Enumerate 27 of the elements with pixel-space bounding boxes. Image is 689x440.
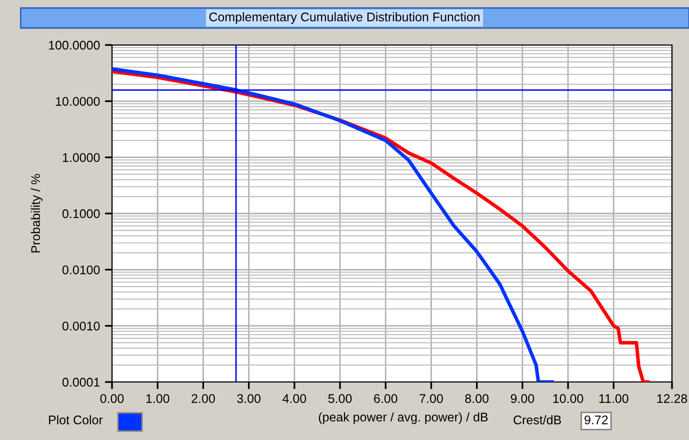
text: Crest/dB: [514, 415, 561, 424]
x-tick-label: 12.28: [657, 394, 688, 403]
y-axis-title: Probability / %: [30, 174, 43, 252]
line-series: [112, 67, 554, 382]
x-tick-label: 6.00: [374, 394, 398, 403]
x-tick-label: 2.00: [192, 394, 215, 403]
x-tick-label: 8.00: [465, 394, 488, 403]
x-tick-label: 3.00: [237, 394, 260, 403]
y-tick-label: 0.0100: [62, 265, 100, 274]
x-tick-label: 4.00: [282, 394, 306, 403]
y-tick-label: 100.0000: [49, 40, 100, 50]
x-tick-label: 11.00: [599, 394, 628, 403]
text: 9.72: [584, 416, 608, 424]
y-tick-label: 0.0001: [62, 378, 100, 387]
y-tick-label: 0.0010: [62, 322, 100, 330]
y-tick-label: 10.0000: [56, 96, 100, 106]
text: Plot Color: [49, 415, 103, 424]
chart-title: Complementary Cumulative Distribution Function: [209, 12, 480, 24]
x-axis-title: (peak power / avg. power) / dB: [318, 412, 488, 424]
x-tick-label: 1.00: [146, 394, 170, 403]
y-tick-label: 1.0000: [62, 153, 100, 162]
x-tick-label: 0.00: [100, 394, 124, 403]
x-tick-label: 9.00: [510, 394, 534, 403]
y-tick-label: 0.1000: [62, 209, 100, 218]
x-tick-label: 10.00: [553, 394, 584, 403]
x-tick-label: 7.00: [420, 394, 443, 403]
x-tick-label: 5.00: [328, 394, 352, 403]
